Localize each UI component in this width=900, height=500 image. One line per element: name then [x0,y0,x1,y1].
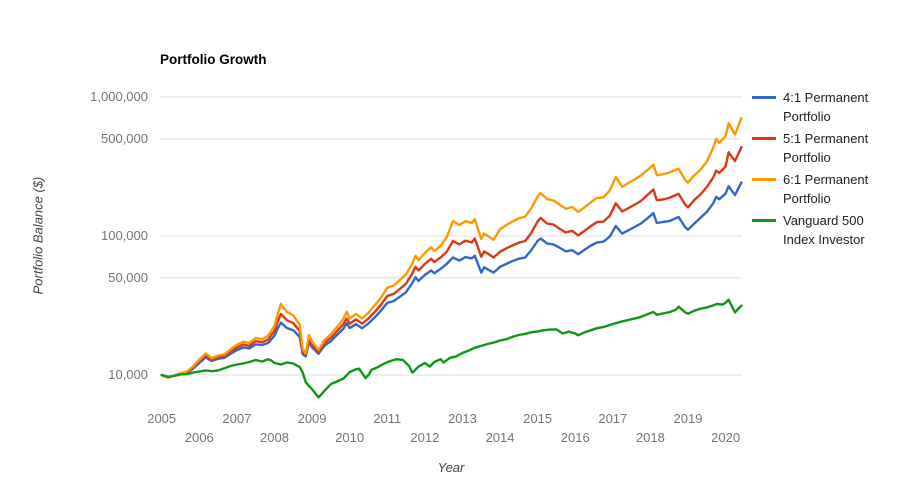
x-tick-label: 2014 [485,430,515,445]
legend-label: 6:1 Permanent Portfolio [783,172,869,206]
x-tick-label: 2018 [635,430,665,445]
x-tick-label: 2009 [297,411,327,426]
legend-line-swatch [752,96,776,99]
y-tick-label: 10,000 [108,367,148,382]
legend-line-swatch [752,219,776,222]
legend-item[interactable]: 5:1 Permanent Portfolio [752,129,898,167]
x-tick-label: 2007 [222,411,252,426]
x-axis-title: Year [437,460,465,475]
series-line-vanguard-500-index-investor[interactable] [160,298,743,399]
legend-label: Vanguard 500 Index Investor [783,213,865,247]
x-tick-label: 2017 [598,411,628,426]
y-tick-label: 100,000 [101,228,148,243]
chart-title: Portfolio Growth [160,52,267,67]
legend-label: 4:1 Permanent Portfolio [783,90,869,124]
legend-line-swatch [752,137,776,140]
legend: 4:1 Permanent Portfolio 5:1 Permanent Por… [752,88,898,252]
x-tick-label: 2015 [523,411,553,426]
x-tick-label: 2006 [184,430,214,445]
x-tick-label: 2010 [335,430,365,445]
x-tick-label: 2011 [373,411,402,426]
legend-line-swatch [752,178,776,181]
legend-item[interactable]: Vanguard 500 Index Investor [752,211,898,249]
x-tick-label: 2019 [673,411,703,426]
y-tick-label: 50,000 [108,269,148,285]
x-tick-label: 2013 [447,411,477,426]
x-tick-label: 2005 [147,411,177,426]
series-line-4-1-permanent-portfolio[interactable] [160,181,743,379]
x-tick-label: 2016 [560,430,590,445]
x-tick-label: 2008 [260,430,289,445]
legend-item[interactable]: 4:1 Permanent Portfolio [752,88,898,126]
y-tick-label: 1,000,000 [90,89,148,104]
series-line-6-1-permanent-portfolio[interactable] [160,116,743,379]
legend-label: 5:1 Permanent Portfolio [783,131,869,165]
series-line-5-1-permanent-portfolio[interactable] [160,145,743,379]
x-tick-label: 2020 [711,430,741,445]
legend-item[interactable]: 6:1 Permanent Portfolio [752,170,898,208]
x-tick-label: 2012 [410,430,440,445]
y-tick-label: 500,000 [101,130,148,146]
